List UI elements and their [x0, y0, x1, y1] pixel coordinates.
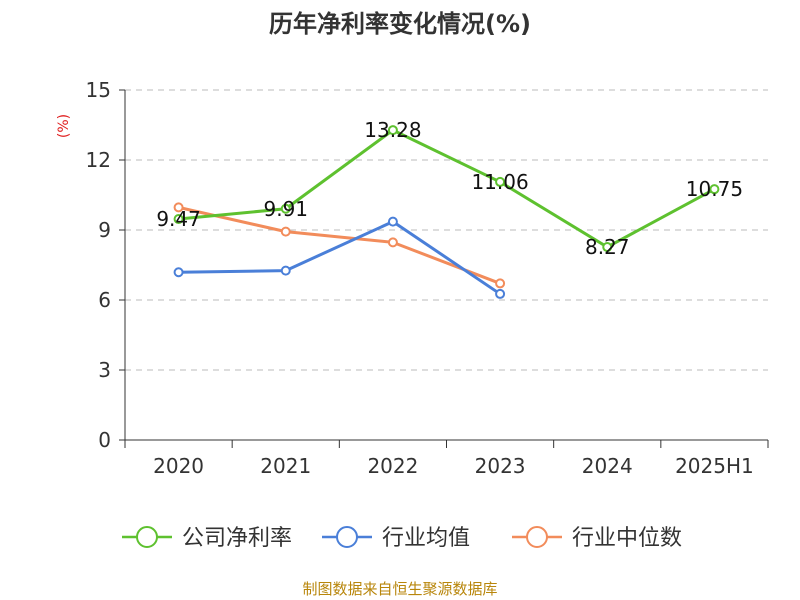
legend-marker	[136, 526, 158, 548]
data-label: 13.28	[364, 118, 421, 142]
series-layer	[173, 125, 720, 299]
data-point	[280, 265, 291, 276]
data-point	[495, 176, 506, 187]
x-tick-label: 2020	[153, 454, 204, 478]
y-tick-label: 3	[98, 358, 111, 382]
y-tick-label: 12	[86, 148, 111, 172]
data-point	[173, 202, 184, 213]
data-label: 11.06	[471, 170, 528, 194]
y-tick-label: 9	[98, 218, 111, 242]
x-tick-label: 2025H1	[675, 454, 754, 478]
chart-title: 历年净利率变化情况(%)	[269, 10, 531, 38]
data-point	[709, 184, 720, 195]
series-line-2	[178, 205, 501, 285]
data-label: 9.91	[263, 197, 308, 221]
legend-marker	[526, 526, 548, 548]
data-point	[173, 214, 184, 225]
data-label: 8.27	[585, 235, 630, 259]
legend-label: 行业均值	[382, 526, 470, 551]
series-line-1	[178, 220, 501, 296]
gridlines	[125, 89, 768, 371]
legend-label: 行业中位数	[572, 526, 682, 551]
data-point	[387, 125, 398, 136]
series-line-0	[178, 128, 716, 249]
x-tick-label: 2022	[367, 454, 418, 478]
x-tick-label: 2024	[582, 454, 633, 478]
x-tick-label: 2021	[260, 454, 311, 478]
y-tick-label: 6	[98, 288, 111, 312]
source-note: 制图数据来自恒生聚源数据库	[302, 580, 497, 598]
y-tick-label: 0	[98, 428, 111, 452]
y-tick-label: 15	[86, 78, 111, 102]
data-point	[387, 216, 398, 227]
legend-marker	[336, 526, 358, 548]
data-labels: 9.47 9.91 13.28 11.06 8.27 10.75	[156, 118, 743, 259]
data-point	[495, 288, 506, 299]
legend-label: 公司净利率	[182, 526, 292, 551]
data-point	[602, 242, 613, 253]
data-point	[387, 237, 398, 248]
data-point	[173, 267, 184, 278]
axes: 0 3 6 9 12 15 2020 2021 2022 2023 2024 2025H1	[86, 78, 769, 478]
data-label: 9.47	[156, 207, 201, 231]
x-tick-label: 2023	[475, 454, 526, 478]
data-point	[280, 203, 291, 214]
y-axis-unit-label: (%)	[56, 114, 72, 138]
data-point	[280, 226, 291, 237]
data-point	[495, 278, 506, 289]
legend: 公司净利率 行业均值 行业中位数	[122, 526, 682, 551]
data-label: 10.75	[686, 177, 743, 201]
